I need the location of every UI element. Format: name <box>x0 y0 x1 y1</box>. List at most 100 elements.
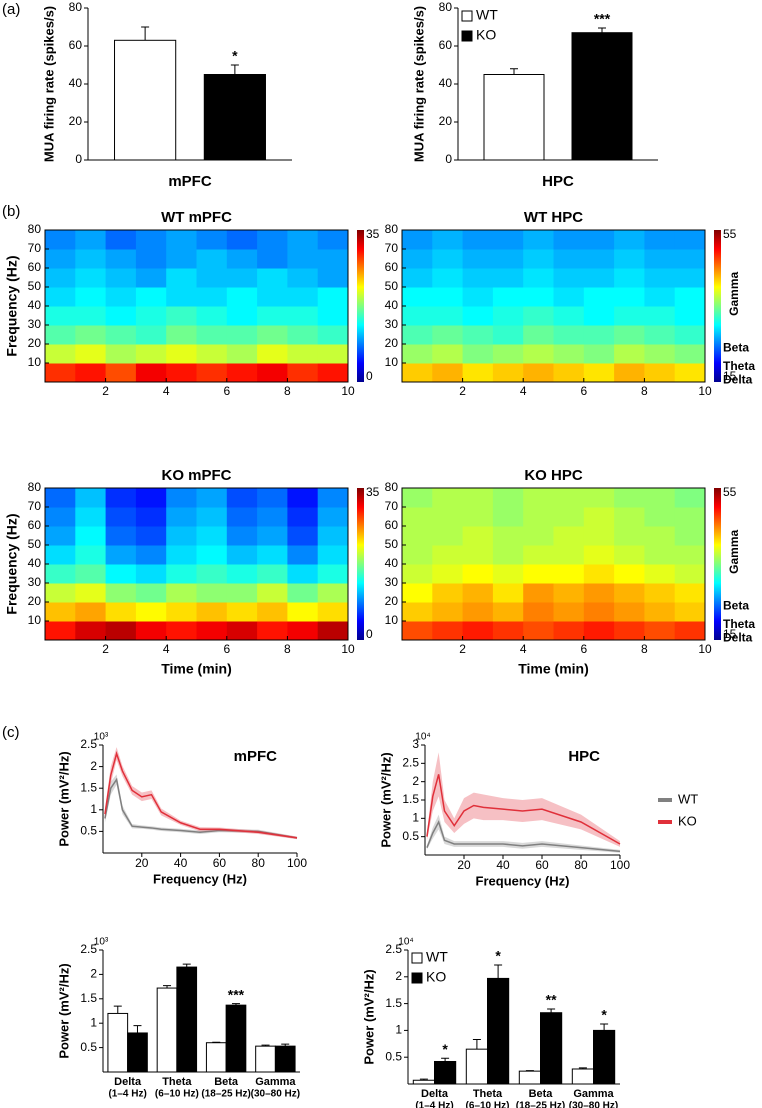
heatmap-cell <box>402 306 433 326</box>
heatmap-cell <box>402 488 433 508</box>
heatmap-cell <box>45 287 76 307</box>
significance: * <box>442 1041 448 1057</box>
chart-title: WT mPFC <box>161 209 232 226</box>
heatmap-cell <box>553 564 585 584</box>
heatmap-cell <box>226 564 258 584</box>
y-tick-label: 20 <box>385 594 399 608</box>
heatmap-cell <box>462 344 494 364</box>
y-scale-label: 10³ <box>94 937 109 948</box>
y-tick-label: 2 <box>90 759 97 773</box>
heatmap-cell <box>674 325 706 345</box>
heatmap-cell <box>45 306 76 326</box>
heatmap-cell <box>402 363 433 383</box>
heatmap-cell <box>553 621 585 641</box>
heatmap-cell <box>402 249 433 269</box>
heatmap-cell <box>287 564 319 584</box>
y-tick-label: 80 <box>69 0 83 14</box>
heatmap-cell <box>257 602 288 622</box>
heatmap-cell <box>75 602 107 622</box>
heatmap-cell <box>135 507 167 527</box>
bar <box>518 1070 541 1085</box>
heatmap-cell <box>432 325 464 345</box>
y-tick-label: 0.5 <box>80 824 97 838</box>
y-tick-label: 40 <box>385 298 399 312</box>
x-tick-label: 60 <box>535 858 549 872</box>
x-tick-label: Delta <box>421 1088 449 1100</box>
significance: ** <box>546 992 557 1008</box>
x-tick-label: Theta <box>162 1076 192 1088</box>
y-tick-label: 2 <box>412 774 419 788</box>
heatmap-cell <box>553 325 585 345</box>
heatmap-cell <box>553 526 585 546</box>
significance: *** <box>594 11 611 27</box>
x-axis-label: HPC <box>542 173 574 190</box>
x-tick-sublabel: (30–80 Hz) <box>569 1101 618 1108</box>
x-tick-label: Delta <box>114 1076 142 1088</box>
bar <box>487 977 510 1085</box>
heatmap-cell <box>492 583 524 603</box>
colorbar-label: Delta <box>723 631 753 645</box>
heatmap-cell <box>105 564 137 584</box>
heatmap-cell <box>432 564 464 584</box>
colorbar-label: Theta <box>723 359 755 373</box>
x-tick-sublabel: (18–25 Hz) <box>516 1101 565 1108</box>
heatmap-cell <box>402 583 433 603</box>
y-tick-label: 2.5 <box>402 756 419 770</box>
y-tick-label: 40 <box>439 76 453 90</box>
y-axis-label: Power (mV²/Hz) <box>56 963 71 1058</box>
chart-title: KO HPC <box>524 467 583 484</box>
heatmap-cell <box>135 488 167 508</box>
y-tick-label: 10 <box>385 613 399 627</box>
heatmap-cell <box>196 564 228 584</box>
heatmap-cell <box>674 583 706 603</box>
error-bar <box>494 964 503 979</box>
heatmap-cell <box>317 344 349 364</box>
heatmap-cell <box>196 249 228 269</box>
heatmap-cell <box>492 325 524 345</box>
colorbar-label: Beta <box>723 341 749 355</box>
heatmap-cell <box>166 344 197 364</box>
chart-title: mPFC <box>234 748 278 765</box>
heatmap-cell <box>226 545 258 565</box>
colorbar-tick-label: 35 <box>366 485 380 499</box>
x-tick-label: 80 <box>252 856 266 870</box>
line <box>426 820 621 853</box>
y-tick-label: 80 <box>385 480 399 494</box>
heatmap-cell <box>105 249 137 269</box>
heatmap-cell <box>614 287 645 307</box>
heatmap-cell <box>432 526 464 546</box>
heatmap-cell <box>553 602 585 622</box>
colorbar-label: Gamma <box>727 272 741 316</box>
y-tick-label: 2 <box>90 967 97 981</box>
heatmap-cell <box>105 507 137 527</box>
heatmap-cell <box>614 488 645 508</box>
heatmap-cell <box>287 344 319 364</box>
heatmap-cell <box>45 488 76 508</box>
error-bar <box>230 64 239 75</box>
y-tick-label: 40 <box>28 298 42 312</box>
heatmap-cell <box>583 507 615 527</box>
heatmap-cell <box>553 545 585 565</box>
heatmap-cell <box>674 621 706 641</box>
y-scale-label: 10⁴ <box>415 732 430 743</box>
y-axis-label: Frequency (Hz) <box>4 255 20 356</box>
y-tick-label: 80 <box>28 480 42 494</box>
heatmap-cell <box>317 306 349 326</box>
x-tick-label: 6 <box>223 384 230 398</box>
heatmap-cell <box>317 249 349 269</box>
heatmap-cell <box>45 564 76 584</box>
colorbar <box>357 230 364 382</box>
heatmap-cell <box>523 325 554 345</box>
heatmap-cell <box>75 249 107 269</box>
heatmap-cell <box>105 287 137 307</box>
heatmap-cell <box>287 526 319 546</box>
chart-title: WT HPC <box>524 209 583 226</box>
heatmap-cell <box>674 287 706 307</box>
significance: * <box>232 48 238 64</box>
chart-title: HPC <box>568 748 600 765</box>
x-tick-label: 2 <box>459 642 466 656</box>
y-tick-label: 2.5 <box>385 942 402 956</box>
y-tick-label: 20 <box>439 114 453 128</box>
heatmap-cell <box>45 602 76 622</box>
heatmap-cell <box>553 249 585 269</box>
